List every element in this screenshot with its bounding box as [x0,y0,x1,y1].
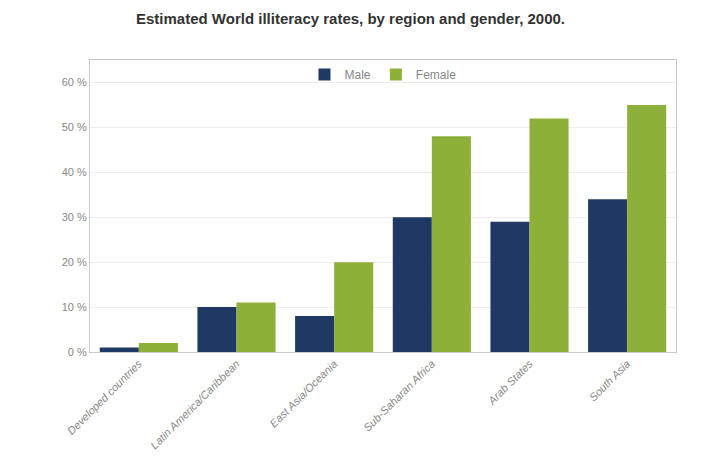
svg-text:Sub-Saharan Africa: Sub-Saharan Africa [361,358,437,434]
svg-text:40 %: 40 % [62,166,87,178]
svg-text:Estimated World illiteracy rat: Estimated World illiteracy rates, by reg… [136,10,565,27]
svg-text:10 %: 10 % [62,301,87,313]
svg-text:East Asia/Oceania: East Asia/Oceania [267,358,339,430]
svg-text:Arab States: Arab States [485,357,535,407]
svg-text:0 %: 0 % [68,346,87,358]
svg-text:60 %: 60 % [62,76,87,88]
svg-text:Developed countries: Developed countries [65,357,145,437]
svg-text:50 %: 50 % [62,121,87,133]
svg-text:Male: Male [345,68,371,82]
svg-text:Latin America/Caribbean: Latin America/Caribbean [148,358,242,452]
svg-text:Female: Female [416,68,456,82]
svg-text:20 %: 20 % [62,256,87,268]
svg-text:South Asia: South Asia [587,358,633,404]
svg-text:30 %: 30 % [62,211,87,223]
